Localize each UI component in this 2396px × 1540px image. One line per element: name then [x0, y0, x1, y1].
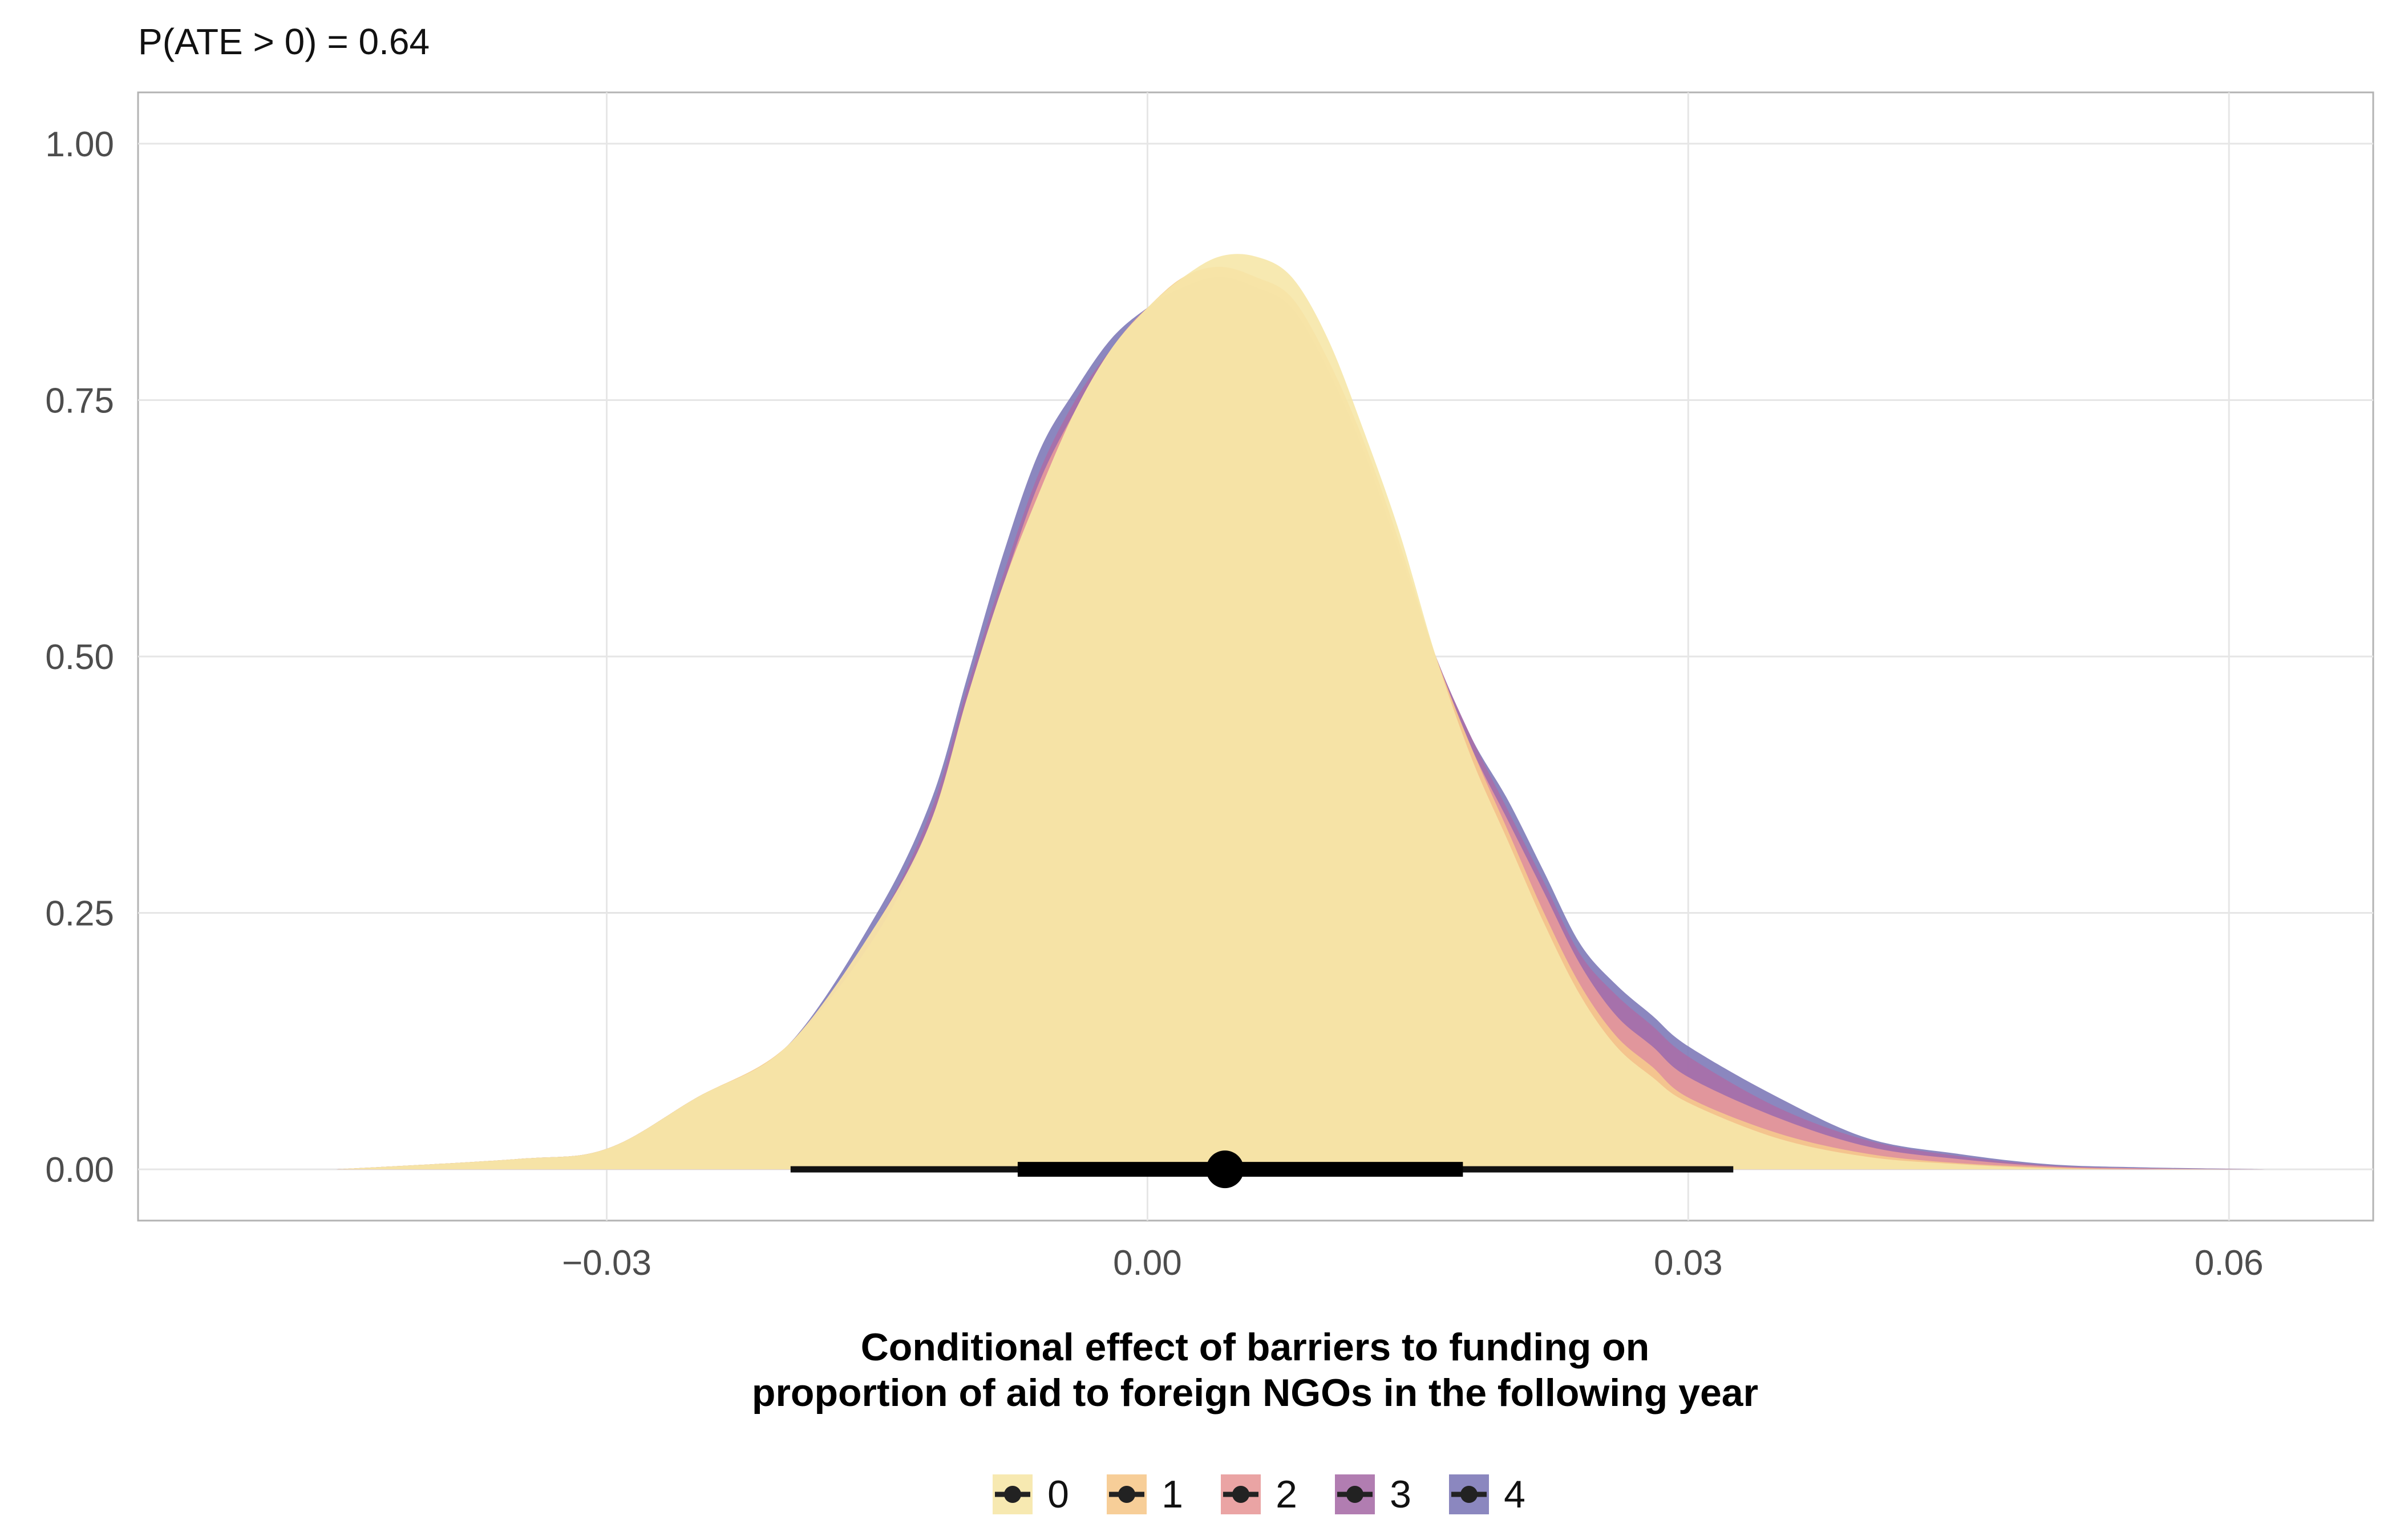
x-tick-label: 0.00 — [1113, 1243, 1182, 1283]
legend-item-3: 3 — [1335, 1473, 1411, 1516]
x-tick-label: 0.03 — [1654, 1243, 1723, 1283]
legend-item-1: 1 — [1107, 1473, 1183, 1516]
density-areas — [336, 254, 2265, 1170]
legend-key-point — [1232, 1486, 1249, 1503]
legend-key-point — [1004, 1486, 1021, 1503]
y-tick-label: 1.00 — [45, 125, 114, 164]
legend-key-point — [1346, 1486, 1363, 1503]
point-estimate — [1206, 1150, 1244, 1189]
legend-label: 2 — [1276, 1473, 1297, 1516]
legend-label: 4 — [1504, 1473, 1525, 1516]
x-axis-ticks: −0.03 0.00 0.03 0.06 — [562, 1243, 2263, 1283]
x-tick-label: 0.06 — [2195, 1243, 2264, 1283]
legend-item-0: 0 — [993, 1473, 1069, 1516]
legend-label: 3 — [1390, 1473, 1411, 1516]
y-tick-label: 0.75 — [45, 381, 114, 420]
legend-key-point — [1118, 1486, 1135, 1503]
y-tick-label: 0.00 — [45, 1150, 114, 1190]
point-interval — [790, 1150, 1734, 1189]
legend-item-2: 2 — [1221, 1473, 1297, 1516]
legend-label: 0 — [1047, 1473, 1069, 1516]
x-axis-title: Conditional effect of barriers to fundin… — [752, 1326, 1758, 1415]
chart-subtitle: P(ATE > 0) = 0.64 — [138, 21, 430, 62]
legend-label: 1 — [1161, 1473, 1183, 1516]
x-axis-title-line: proportion of aid to foreign NGOs in the… — [752, 1371, 1758, 1415]
x-tick-label: −0.03 — [562, 1243, 651, 1283]
density-series-0 — [336, 254, 2265, 1170]
legend-item-4: 4 — [1449, 1473, 1525, 1516]
x-axis-title-line: Conditional effect of barriers to fundin… — [861, 1326, 1650, 1369]
y-tick-label: 0.25 — [45, 894, 114, 934]
y-tick-label: 0.50 — [45, 638, 114, 677]
legend: 0 1 2 3 4 — [993, 1473, 1525, 1516]
y-axis-ticks: 0.00 0.25 0.50 0.75 1.00 — [45, 125, 114, 1190]
legend-key-point — [1460, 1486, 1478, 1503]
